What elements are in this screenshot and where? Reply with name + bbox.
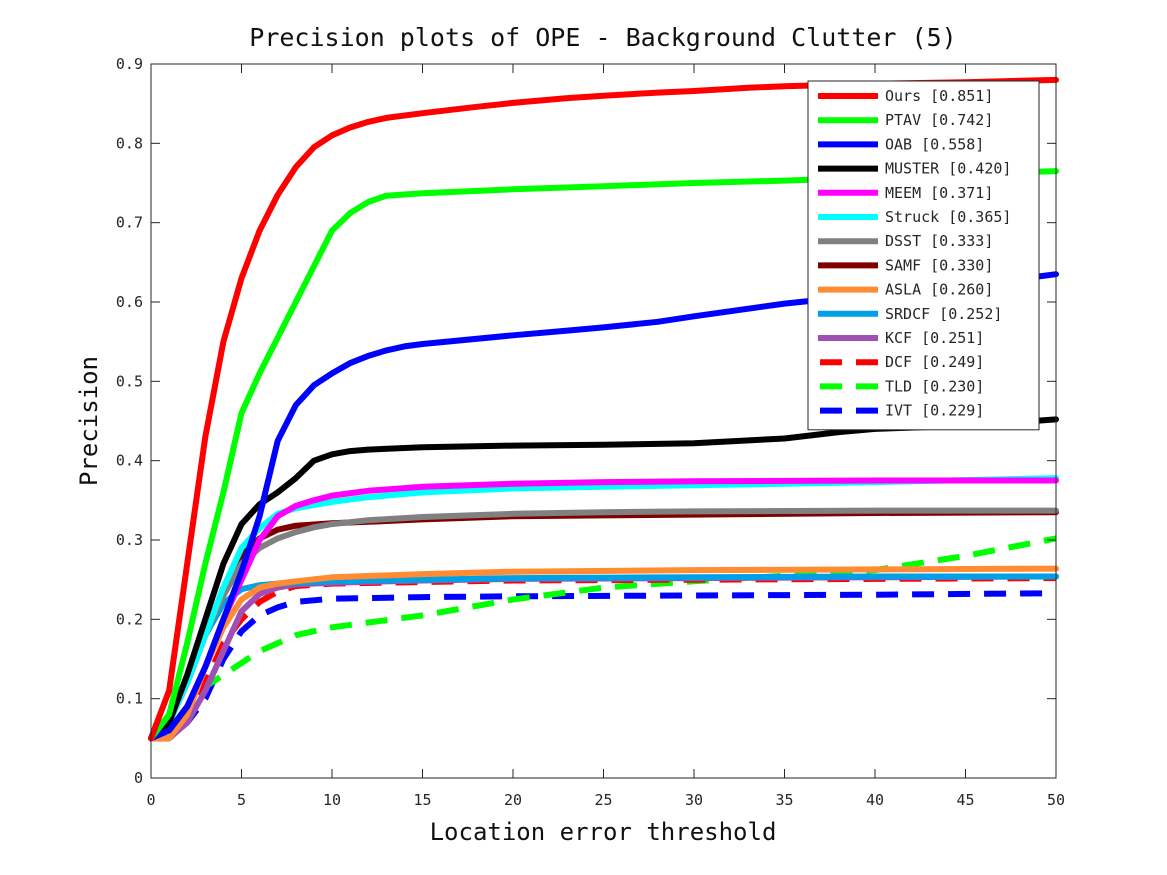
x-tick-label: 15	[413, 791, 431, 809]
x-tick-label: 25	[594, 791, 612, 809]
x-tick-label: 10	[323, 791, 341, 809]
series-line-0	[148, 76, 1059, 742]
legend-box	[807, 80, 1040, 431]
x-axis-label: Location error threshold	[430, 818, 777, 846]
x-tick-label: 0	[146, 791, 155, 809]
series-line-2	[148, 271, 1059, 742]
legend-entry: SAMF [0.330]	[885, 256, 993, 274]
y-tick-label: 0	[134, 769, 143, 787]
x-tick-label: 5	[237, 791, 246, 809]
legend-entry: PTAV [0.742]	[885, 111, 993, 129]
legend-entry: MUSTER [0.420]	[885, 160, 1011, 178]
series-line-1	[148, 168, 1059, 742]
y-tick-label: 0.8	[116, 134, 143, 152]
y-tick-label: 0.4	[116, 452, 143, 470]
legend-entry: TLD [0.230]	[885, 377, 984, 395]
series-line-3	[148, 416, 1059, 742]
legend-entry: SRDCF [0.252]	[885, 305, 1002, 323]
legend-entry: IVT [0.229]	[885, 402, 984, 420]
legend-entry: DCF [0.249]	[885, 353, 984, 371]
x-tick-label: 30	[685, 791, 703, 809]
x-tick-label: 40	[866, 791, 884, 809]
y-tick-label: 0.7	[116, 214, 143, 232]
x-tick-label: 20	[504, 791, 522, 809]
legend-entry: Ours [0.851]	[885, 87, 993, 105]
x-tick-label: 50	[1047, 791, 1065, 809]
x-tick-label: 45	[956, 791, 974, 809]
legend-entry: ASLA [0.260]	[885, 281, 993, 299]
y-tick-label: 0.5	[116, 372, 143, 390]
legend-entry: Struck [0.365]	[885, 208, 1011, 226]
legend-entry: DSST [0.333]	[885, 232, 993, 250]
y-tick-label: 0.1	[116, 690, 143, 708]
series-layer	[148, 76, 1059, 742]
ticks-layer: 0 5 10 15 20 25 30 35 40 45 50 0 0.1 0.2 0.3 0.4 0.5 0.6 0…	[116, 55, 1065, 809]
y-tick-label: 0.3	[116, 531, 143, 549]
x-tick-label: 35	[775, 791, 793, 809]
y-tick-label: 0.9	[116, 55, 143, 73]
y-tick-label: 0.2	[116, 610, 143, 628]
chart-title: Precision plots of OPE - Background Clut…	[249, 23, 956, 52]
y-axis-label: Precision	[75, 356, 103, 486]
legend-entry: KCF [0.251]	[885, 329, 984, 347]
legend-entry: OAB [0.558]	[885, 135, 984, 153]
y-tick-label: 0.6	[116, 293, 143, 311]
legend-entry: MEEM [0.371]	[885, 184, 993, 202]
legend: Ours [0.851] PTAV [0.742] OAB [0.558] MUSTE…	[807, 80, 1040, 431]
